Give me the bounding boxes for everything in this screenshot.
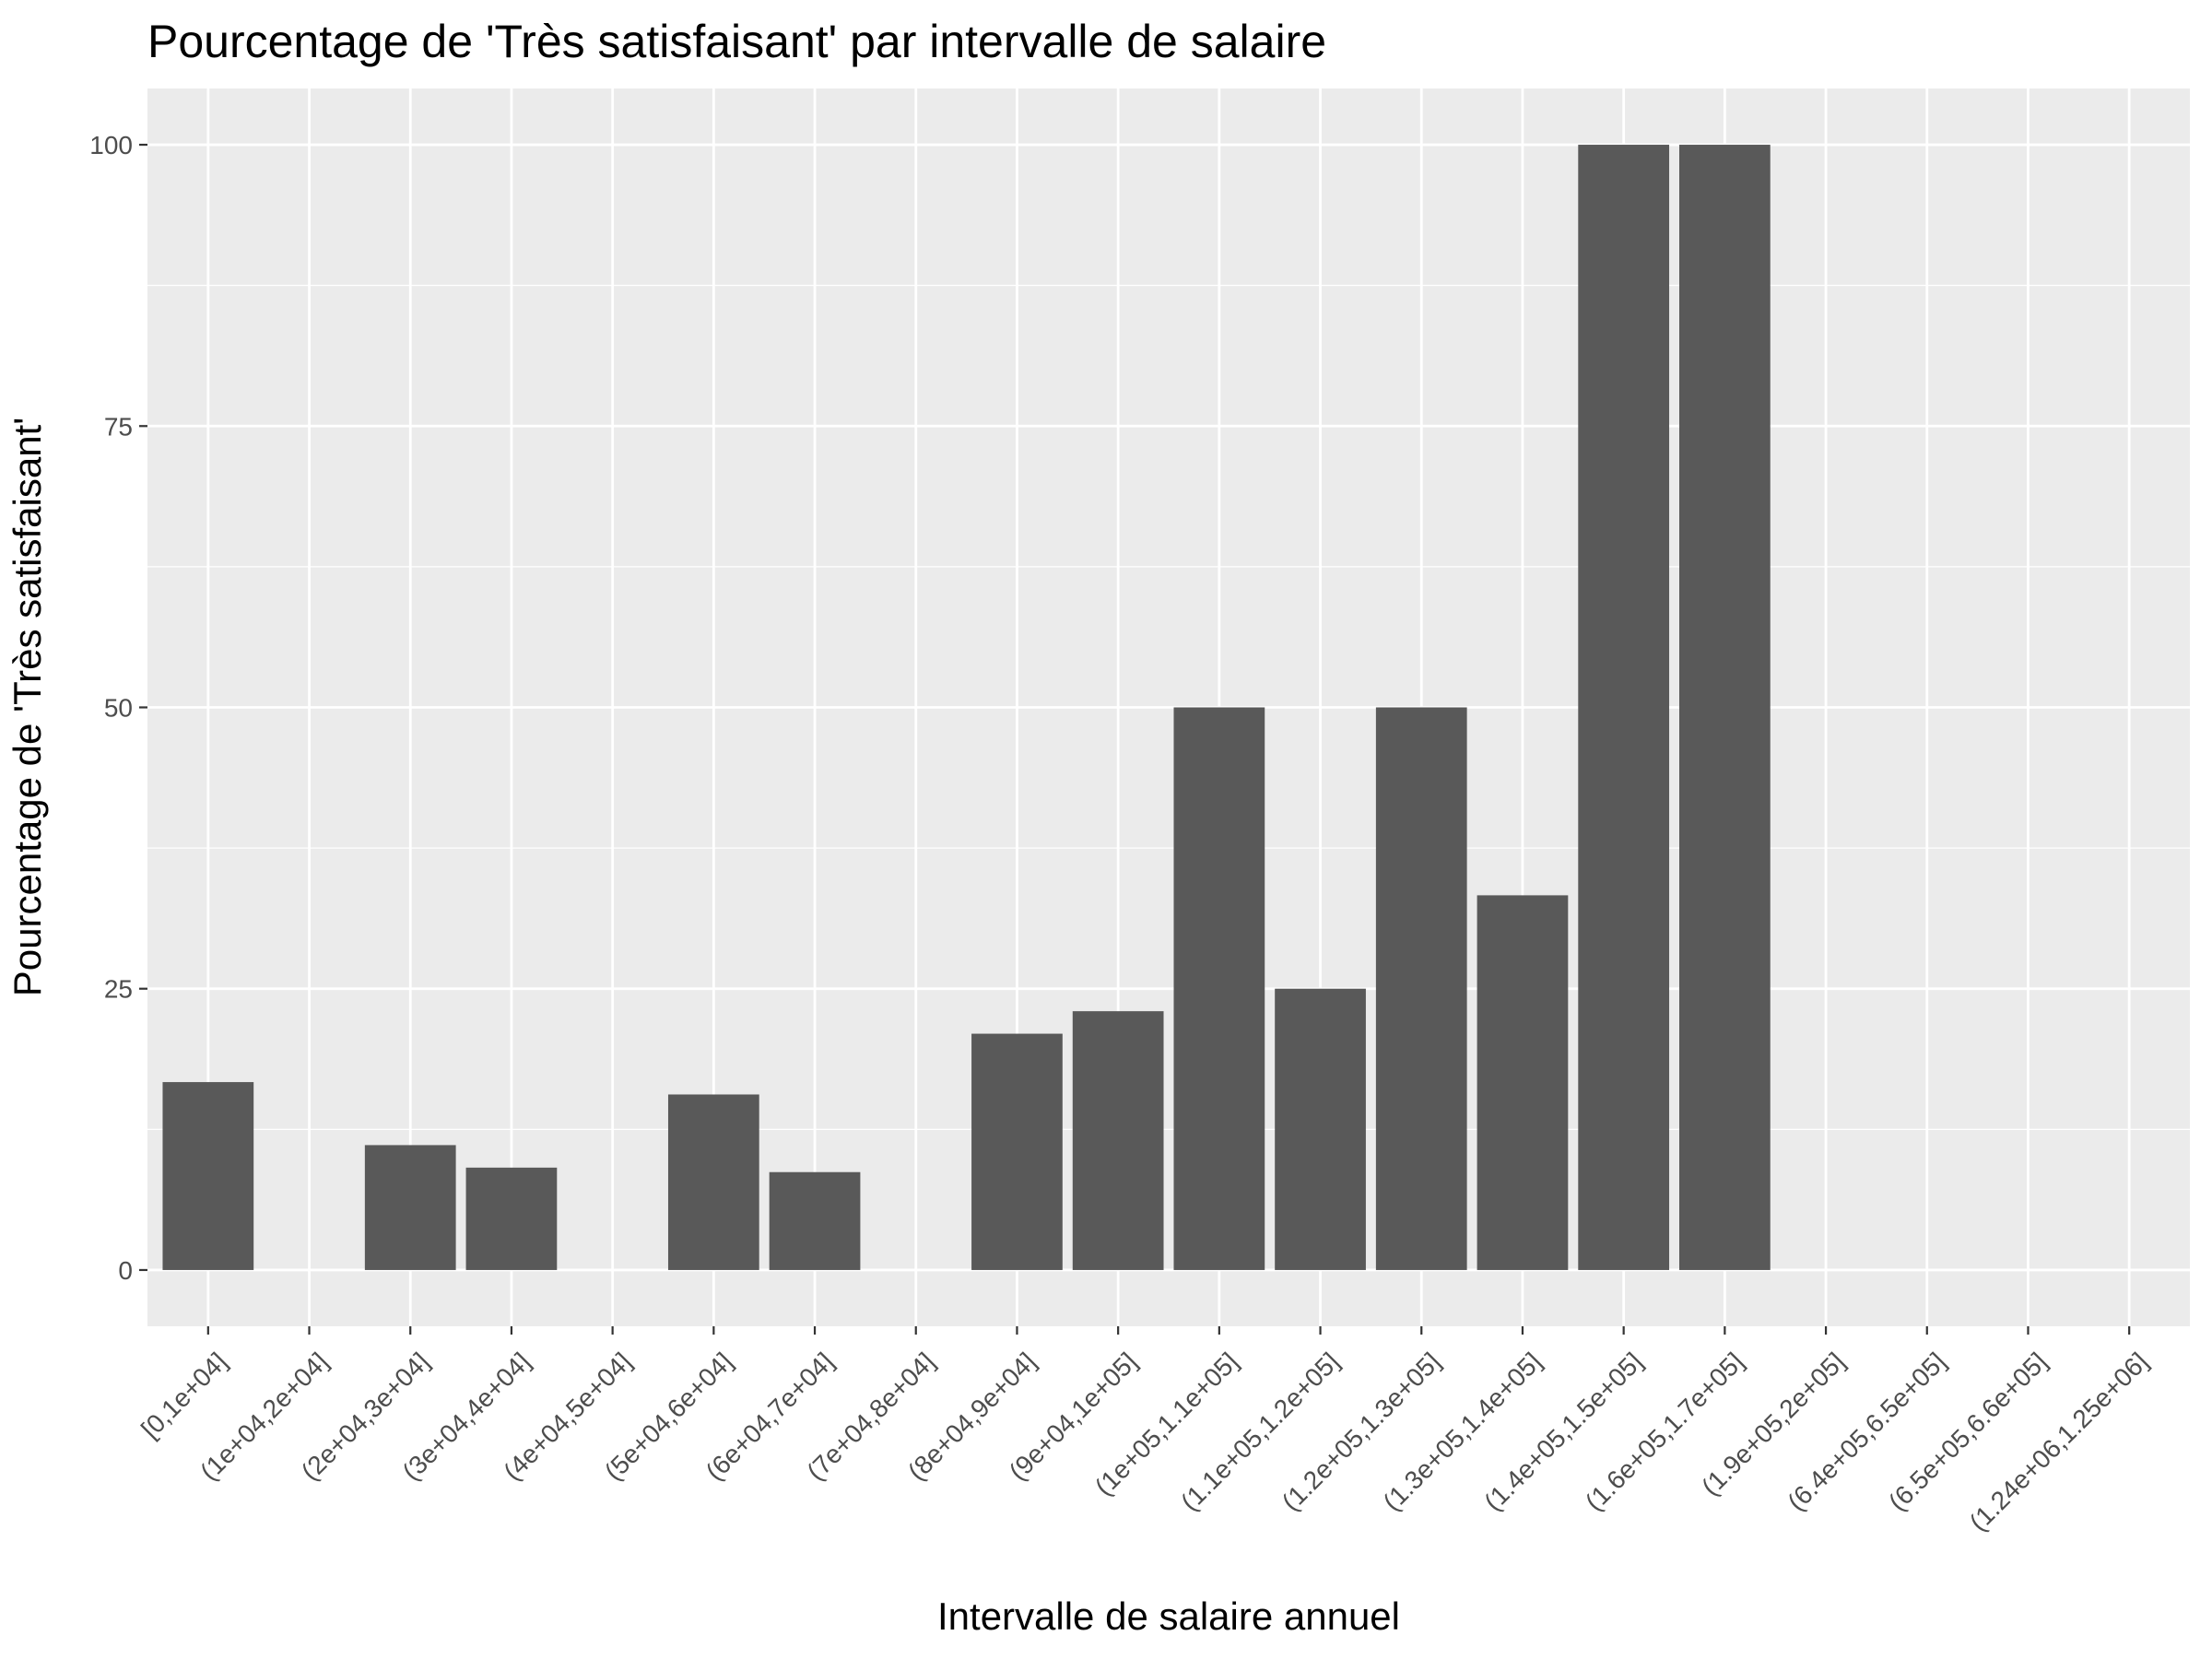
bar xyxy=(1477,895,1569,1270)
y-tick-label: 100 xyxy=(89,131,133,159)
bar xyxy=(1072,1011,1164,1270)
bar xyxy=(1679,145,1771,1270)
y-tick-label: 50 xyxy=(104,694,133,723)
bar xyxy=(769,1171,861,1270)
grid-minor xyxy=(147,285,2190,1130)
bar xyxy=(465,1167,558,1270)
y-tick-label: 75 xyxy=(104,412,133,441)
y-tick-label: 0 xyxy=(118,1256,133,1285)
bar xyxy=(364,1145,456,1270)
bars xyxy=(162,145,1771,1270)
bar xyxy=(162,1082,254,1270)
bar xyxy=(1578,145,1670,1270)
y-tick-label: 25 xyxy=(104,975,133,1004)
x-tick-label: (1.24e+06,1.25e+06] xyxy=(1964,1347,2154,1536)
x-axis: [0,1e+04](1e+04,2e+04](2e+04,3e+04](3e+0… xyxy=(135,1326,2154,1536)
bar xyxy=(667,1094,759,1270)
y-axis-title: Pourcentage de 'Très satisfaisant' xyxy=(6,418,49,996)
bar xyxy=(1173,707,1265,1270)
chart-title: Pourcentage de 'Très satisfaisant' par i… xyxy=(147,16,1326,67)
y-axis: 0 25 50 75 100 xyxy=(89,131,147,1285)
x-axis-title: Intervalle de salaire annuel xyxy=(937,1594,1400,1638)
bar xyxy=(1275,988,1366,1270)
x-tick-label: [0,1e+04] xyxy=(135,1347,232,1443)
bar xyxy=(1375,707,1467,1270)
bar xyxy=(971,1033,1063,1270)
